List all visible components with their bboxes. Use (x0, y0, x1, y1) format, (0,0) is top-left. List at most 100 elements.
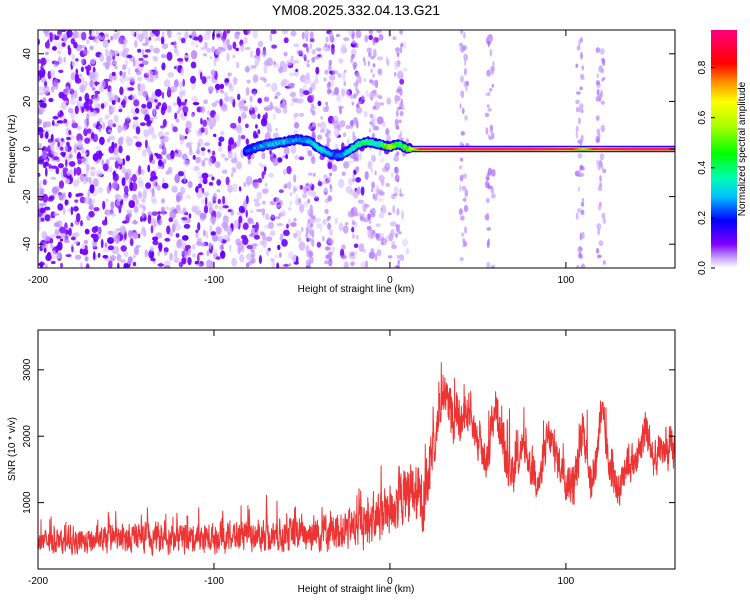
spectrogram-speckle (218, 141, 222, 147)
spectrogram-speckle (173, 79, 179, 88)
spectrogram-speckle (42, 85, 50, 95)
spectrogram-speckle (161, 62, 166, 71)
spectrogram-speckle (94, 81, 100, 85)
spectrogram-speckle (230, 122, 237, 129)
spectrogram-band-speckle (577, 246, 583, 253)
spectrogram-band-speckle (370, 248, 375, 253)
spectrogram-band-speckle (326, 82, 331, 89)
spectrogram-speckle (50, 211, 56, 219)
spectrogram-speckle (253, 234, 260, 240)
spectrogram-band-speckle (324, 69, 329, 75)
spectrogram-speckle (175, 118, 180, 123)
spectrogram-speckle (195, 232, 199, 239)
spectrogram-band-speckle (577, 106, 582, 113)
spectrogram-speckle (265, 236, 273, 242)
spectrogram-speckle (121, 194, 129, 202)
spectrogram-band-speckle (322, 106, 327, 113)
spectrogram-speckle (190, 75, 196, 84)
spectrogram-speckle (294, 112, 299, 118)
spectrogram-band-speckle (328, 251, 333, 256)
spectrogram-speckle (71, 53, 75, 61)
spectrogram-band-speckle (326, 87, 332, 95)
spectrogram-speckle (52, 212, 60, 216)
spectrogram-speckle (304, 30, 309, 37)
spectrogram-speckle (149, 75, 155, 83)
spectrogram-speckle (152, 236, 159, 242)
spectrogram-speckle (91, 226, 98, 233)
spectrogram-speckle (59, 110, 63, 116)
spectrogram-band-speckle (578, 39, 581, 47)
spectrogram-speckle (75, 193, 80, 197)
spectrogram-speckle (80, 220, 83, 227)
spectrogram-band-speckle (459, 174, 464, 182)
spectrogram-band-speckle (597, 132, 601, 139)
spectrogram-speckle (140, 169, 145, 176)
spectrogram-speckle (101, 103, 105, 109)
spectrogram-speckle (129, 182, 134, 192)
spectrogram-band-speckle (576, 45, 581, 51)
spectrogram-band-speckle (355, 157, 359, 162)
spectrogram-speckle (213, 133, 217, 137)
spectrogram-band-speckle (486, 262, 491, 268)
spectrogram-speckle (237, 123, 241, 131)
spectrogram-band-speckle (396, 89, 399, 94)
spectrogram-speckle (354, 250, 358, 256)
spectrogram-x-ticks: -200 -100 0 100 (28, 30, 575, 286)
spectrogram-band-speckle (327, 44, 331, 49)
spectrogram-band-speckle (370, 68, 373, 73)
spectrogram-speckle (142, 190, 147, 199)
spectrogram-speckle (93, 251, 96, 261)
spectrogram-speckle (61, 42, 66, 47)
spectrogram-speckle (283, 51, 288, 57)
spectrogram-speckle (86, 64, 92, 72)
spectrogram-speckle (235, 31, 241, 35)
spectrogram-speckle (50, 85, 55, 93)
spectrogram-band-speckle (326, 137, 332, 143)
y-tick-label: 0 (22, 146, 33, 152)
spectrogram-speckle (52, 34, 55, 42)
snr-x-label: Height of straight line (km) (298, 584, 415, 595)
spectrogram-band-speckle (601, 163, 604, 171)
spectrogram-speckle (64, 144, 68, 154)
spectrogram-speckle (132, 116, 139, 120)
spectrogram-speckle (230, 172, 234, 178)
spectrogram-speckle (285, 59, 293, 66)
spectrogram-band-speckle (581, 109, 584, 114)
spectrogram-band-speckle (580, 37, 583, 43)
spectrogram-speckle (351, 226, 355, 233)
spectrogram-speckle (238, 116, 242, 124)
spectrogram-speckle (272, 132, 280, 139)
spectrogram-band-speckle (372, 63, 376, 68)
spectrogram-speckle (104, 242, 108, 248)
spectrogram-speckle (117, 36, 124, 45)
spectrogram-speckle (203, 99, 209, 104)
spectrogram-band-speckle (460, 131, 466, 136)
spectrogram-speckle (158, 131, 164, 139)
spectrogram-speckle (70, 111, 75, 120)
spectrogram-band-speckle (595, 80, 601, 86)
spectrogram-band-speckle (400, 43, 404, 47)
spectrogram-speckle (55, 167, 60, 175)
spectrogram-speckle (211, 46, 216, 53)
spectrogram-speckle (195, 44, 199, 48)
spectrogram-speckle (293, 174, 297, 183)
spectrogram-band-speckle (398, 231, 402, 235)
spectrogram-speckle (104, 114, 111, 119)
spectrogram-speckle (266, 57, 273, 67)
spectrogram-speckle (281, 78, 288, 86)
spectrogram-ridge (242, 133, 675, 162)
spectrogram-speckle (214, 161, 221, 168)
spectrogram-speckle (333, 120, 340, 130)
spectrogram-speckle (298, 156, 305, 161)
spectrogram-speckle (130, 30, 135, 37)
spectrogram-speckle (95, 30, 99, 36)
spectrogram-speckle (163, 135, 169, 143)
spectrogram-speckle (231, 257, 237, 267)
spectrogram-speckle (154, 37, 158, 42)
spectrogram-speckle (127, 260, 131, 265)
spectrogram-speckle (311, 238, 315, 247)
spectrogram-speckle (166, 51, 173, 61)
spectrogram-speckle (71, 34, 75, 38)
spectrogram-speckle (200, 71, 203, 80)
spectrogram-speckle (86, 128, 92, 134)
